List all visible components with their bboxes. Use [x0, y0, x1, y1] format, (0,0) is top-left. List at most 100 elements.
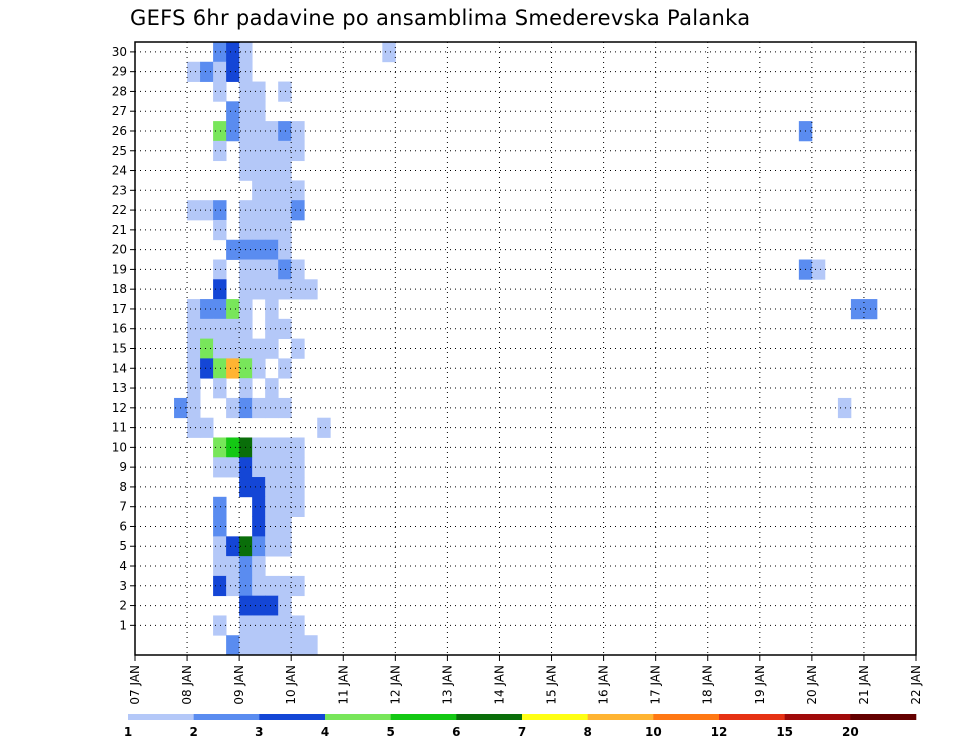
heatmap-cell [213, 200, 227, 221]
heatmap-cell [213, 81, 227, 102]
heatmap-cell [213, 496, 227, 517]
heatmap-cell [265, 575, 279, 597]
heatmap-cell [252, 259, 266, 280]
heatmap-cell [252, 496, 266, 517]
legend-label: 1 [124, 725, 132, 739]
heatmap-cell [278, 239, 292, 260]
heatmap-cell [278, 140, 292, 162]
heatmap-cell [200, 299, 214, 320]
heatmap-cell [226, 318, 240, 340]
heatmap-cell [278, 496, 292, 517]
heatmap-cell [187, 378, 201, 399]
x-tick-label: 16 JAN [597, 665, 611, 705]
heatmap-cell [382, 42, 396, 63]
legend-label: 3 [255, 725, 263, 739]
heatmap-cell [226, 536, 240, 557]
heatmap-cell [265, 180, 279, 201]
heatmap-cell [187, 417, 201, 438]
heatmap-cell [213, 556, 227, 577]
legend-swatch [784, 714, 851, 720]
heatmap-cell [252, 338, 266, 359]
heatmap-cell [265, 338, 279, 359]
y-tick-label: 22 [112, 203, 127, 217]
heatmap-cell [239, 635, 253, 656]
heatmap-cell [265, 536, 279, 557]
heatmap-cell [278, 81, 292, 102]
heatmap-cell [226, 42, 240, 63]
heatmap-cell [291, 575, 305, 597]
heatmap-cell [252, 457, 266, 478]
heatmap-cell [187, 358, 201, 379]
legend-label: 7 [518, 725, 526, 739]
heatmap-cell [252, 101, 266, 122]
heatmap-cell [265, 635, 279, 656]
heatmap-cell [252, 397, 266, 419]
heatmap-cell [252, 477, 266, 498]
heatmap-cell [265, 615, 279, 636]
y-tick-label: 17 [112, 302, 127, 316]
x-tick-label: 14 JAN [492, 665, 506, 705]
y-tick-label: 18 [112, 282, 127, 296]
heatmap-cell [213, 318, 227, 340]
heatmap-cell [213, 219, 227, 241]
heatmap-cell [278, 397, 292, 419]
y-tick-label: 7 [119, 500, 127, 514]
heatmap-cell [278, 318, 292, 340]
x-tick-label: 10 JAN [284, 665, 298, 705]
legend-label: 2 [189, 725, 197, 739]
heatmap-cell [226, 61, 240, 82]
y-tick-label: 16 [112, 322, 127, 336]
heatmap-cell [291, 259, 305, 280]
legend-swatch [719, 714, 785, 720]
legend-swatch [850, 714, 917, 720]
heatmap-cell [265, 279, 279, 300]
heatmap-cell [252, 200, 266, 221]
heatmap-cell [252, 615, 266, 636]
heatmap-cell [252, 81, 266, 102]
heatmap-cell [265, 457, 279, 478]
legend-label: 12 [711, 725, 728, 739]
legend-swatch [128, 714, 194, 720]
heatmap-cell [265, 496, 279, 517]
y-tick-label: 19 [112, 262, 127, 276]
heatmap-cell [278, 200, 292, 221]
heatmap-cell [213, 140, 227, 162]
heatmap-cell [226, 299, 240, 320]
heatmap-cell [278, 516, 292, 537]
legend-label: 5 [386, 725, 394, 739]
heatmap-cell [265, 397, 279, 419]
heatmap-cell [837, 397, 852, 419]
y-tick-label: 13 [112, 381, 127, 395]
y-tick-label: 27 [112, 104, 127, 118]
heatmap-cell [252, 536, 266, 557]
heatmap-cell [213, 42, 227, 63]
heatmap-cell [265, 239, 279, 260]
y-tick-label: 26 [112, 124, 127, 138]
heatmap-cell [278, 477, 292, 498]
x-tick-label: 18 JAN [701, 665, 715, 705]
heatmap-cell [226, 575, 240, 597]
y-tick-label: 9 [119, 460, 127, 474]
heatmap-cell [265, 299, 279, 320]
y-tick-label: 11 [112, 421, 127, 435]
y-tick-label: 4 [119, 559, 127, 573]
heatmap-cell [213, 615, 227, 636]
heatmap-cell [291, 635, 305, 656]
heatmap-cell [213, 121, 227, 142]
y-tick-label: 20 [112, 243, 127, 257]
heatmap-cell [265, 259, 279, 280]
heatmap-cell [304, 635, 318, 656]
x-tick-label: 12 JAN [388, 665, 402, 705]
heatmap-cell [291, 279, 305, 300]
x-tick-label: 13 JAN [440, 665, 454, 705]
heatmap-cell [226, 556, 240, 577]
heatmap-cell [278, 160, 292, 181]
heatmap-cell [278, 219, 292, 241]
legend-swatch [653, 714, 720, 720]
heatmap-cell [213, 299, 227, 320]
heatmap-cell [187, 299, 201, 320]
heatmap-cell [252, 556, 266, 577]
heatmap-cell [252, 358, 266, 379]
heatmap-cell [213, 457, 227, 478]
